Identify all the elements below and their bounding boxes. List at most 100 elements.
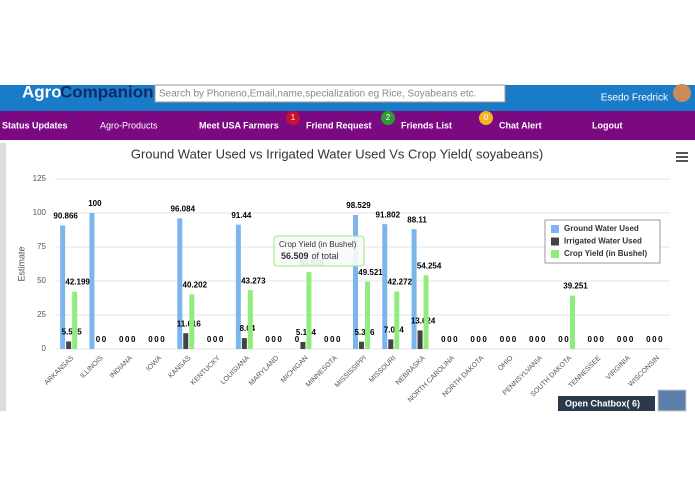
data-label: 0	[453, 335, 458, 344]
nav-badge[interactable]	[381, 111, 395, 125]
legend-label[interactable]: Ground Water Used	[564, 224, 639, 233]
data-label: 0	[512, 335, 517, 344]
nav-item[interactable]: Meet USA Farmers	[199, 120, 279, 130]
scroll-button[interactable]	[657, 389, 687, 412]
x-tick-label: KENTUCKY	[190, 355, 222, 387]
data-label: 0	[219, 335, 224, 344]
legend-label[interactable]: Crop Yield (in Bushel)	[564, 249, 647, 258]
bar	[72, 291, 78, 349]
bar	[235, 224, 241, 349]
data-label: 0	[154, 335, 159, 344]
nav-badge-count: 1	[291, 113, 296, 122]
data-label: 5.154	[296, 328, 317, 337]
bar	[411, 229, 417, 349]
chatbox-label[interactable]: Open Chatbox( 6)	[565, 398, 640, 408]
data-label: 0	[470, 335, 475, 344]
bar	[417, 330, 423, 349]
data-label: 0	[265, 335, 270, 344]
data-label: 0	[506, 335, 511, 344]
nav-item[interactable]: Chat Alert	[499, 120, 542, 130]
tooltip-value: 56.509 of total	[281, 251, 339, 261]
y-tick-label: 0	[42, 344, 47, 353]
data-label: 0	[658, 335, 663, 344]
x-tick-label: MICHIGAN	[280, 355, 310, 385]
data-label: 0	[617, 335, 622, 344]
x-tick-label: OHIO	[497, 354, 515, 372]
tooltip-suffix: of total	[312, 251, 339, 261]
data-label: 0	[482, 335, 487, 344]
logo-companion[interactable]: Companion	[60, 82, 154, 101]
data-label: 0	[330, 335, 335, 344]
data-label: 0	[295, 335, 300, 344]
data-label: 0	[207, 335, 212, 344]
data-label: 0	[447, 335, 452, 344]
bar	[300, 341, 306, 349]
bar	[353, 215, 358, 349]
data-label: 11.616	[177, 319, 202, 328]
data-label: 91.44	[231, 211, 252, 220]
data-label: 0	[535, 335, 540, 344]
bar	[359, 341, 364, 349]
bar	[382, 224, 388, 349]
x-tick-label: INDIANA	[109, 355, 134, 380]
user-name[interactable]: Esedo Fredrick	[601, 93, 669, 104]
data-label: 39.251	[563, 282, 588, 291]
x-tick-label: NEBRASKA	[395, 355, 427, 387]
data-label: 0	[629, 335, 634, 344]
data-label: 0	[529, 335, 534, 344]
data-label: 42.272	[388, 278, 413, 287]
data-label: 0	[102, 335, 107, 344]
x-tick-label: ILLINOIS	[79, 355, 105, 381]
bar	[189, 294, 195, 349]
y-tick-label: 125	[33, 174, 47, 183]
data-label: 90.866	[53, 212, 78, 221]
y-axis-label: Estimate	[16, 246, 26, 281]
data-label: 0	[324, 335, 329, 344]
search-box[interactable]	[154, 84, 506, 103]
x-tick-label: IOWA	[145, 355, 163, 373]
data-label: 0	[588, 335, 593, 344]
nav-item[interactable]: Friends List	[401, 120, 452, 130]
bar	[247, 290, 253, 349]
logo-agro[interactable]: Agro	[22, 82, 62, 101]
nav-item[interactable]: Agro-Products	[100, 120, 158, 130]
data-label: 0	[213, 335, 218, 344]
tooltip: Crop Yield (in Bushel) 56.509 of total	[273, 235, 365, 267]
data-label: 0	[441, 335, 446, 344]
bar	[570, 295, 575, 349]
y-tick-label: 50	[37, 276, 46, 285]
x-tick-label: VIRGINIA	[605, 355, 632, 382]
nav-badge[interactable]	[479, 111, 493, 125]
data-label: 0	[125, 335, 130, 344]
bar	[60, 225, 66, 349]
nav-badge-count: 0	[484, 113, 489, 122]
menu-icon[interactable]	[676, 152, 688, 162]
nav-badge[interactable]	[286, 111, 300, 125]
data-label: 0	[160, 335, 165, 344]
chatbox-bar[interactable]	[558, 396, 655, 411]
legend-swatch	[551, 237, 559, 246]
nav-item[interactable]: Friend Request	[306, 120, 372, 130]
legend-label[interactable]: Irrigated Water Used	[564, 237, 642, 246]
x-tick-label: MISSISSIPPI	[334, 355, 368, 389]
data-label: 0	[131, 335, 136, 344]
avatar[interactable]	[673, 84, 691, 102]
nav-badge-count: 2	[386, 113, 391, 122]
data-label: 0	[652, 335, 657, 344]
data-label: 0	[500, 335, 505, 344]
x-tick-label: ARKANSAS	[43, 355, 75, 387]
nav-item[interactable]: Status Updates	[2, 120, 68, 130]
data-label: 91.802	[376, 210, 401, 219]
data-label: 5.545	[62, 328, 83, 337]
data-label: 0	[564, 335, 569, 344]
data-label: 49.521	[358, 268, 383, 277]
data-label: 0	[541, 335, 546, 344]
nav-item[interactable]: Logout	[592, 120, 623, 130]
data-label: 0	[336, 335, 341, 344]
data-label: 0	[558, 335, 563, 344]
data-label: 8.04	[240, 324, 256, 333]
y-tick-label: 25	[37, 310, 46, 319]
data-label: 0	[594, 335, 599, 344]
data-label: 40.202	[183, 280, 208, 289]
data-label: 0	[271, 335, 276, 344]
